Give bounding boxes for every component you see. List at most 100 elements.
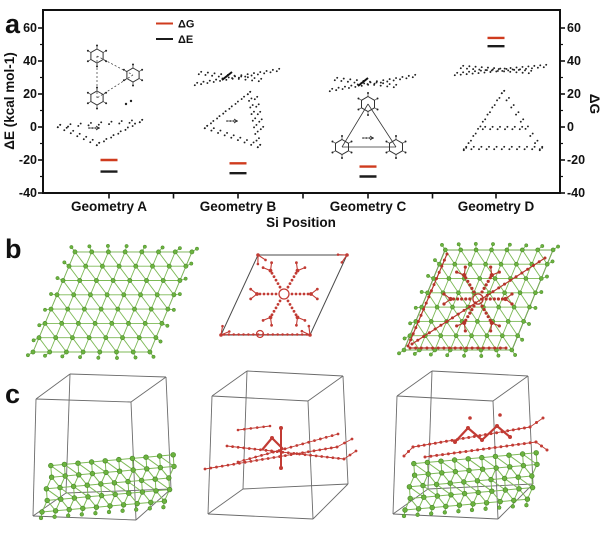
molecule-atom bbox=[488, 145, 490, 148]
lattice-bond bbox=[517, 321, 525, 336]
molecule-atom bbox=[524, 127, 527, 130]
fringe-atom bbox=[507, 242, 512, 247]
lattice-bond bbox=[118, 251, 126, 267]
molecule-atom bbox=[369, 80, 371, 83]
slab-atom bbox=[429, 504, 435, 511]
h-atom bbox=[96, 65, 98, 68]
molecule-atom bbox=[366, 83, 369, 86]
bead bbox=[270, 313, 274, 317]
slab-atom bbox=[425, 471, 431, 477]
lattice-bond bbox=[492, 306, 500, 322]
x-axis-labels: Geometry A Geometry B Geometry C Geometr… bbox=[71, 199, 535, 230]
molecule-atom bbox=[470, 139, 472, 142]
lattice-bond bbox=[534, 278, 542, 293]
branch bbox=[249, 427, 253, 430]
slab-atom bbox=[465, 456, 471, 462]
molecule-atom bbox=[513, 68, 516, 71]
bead bbox=[484, 311, 488, 315]
lattice-atom bbox=[142, 320, 148, 326]
red-star-motif bbox=[249, 261, 319, 327]
bead bbox=[489, 329, 493, 333]
bead bbox=[290, 292, 294, 296]
bead bbox=[470, 286, 474, 290]
bead bbox=[288, 302, 292, 306]
molecule-atom bbox=[536, 66, 539, 69]
lattice-atom bbox=[82, 306, 87, 312]
lattice-bond bbox=[62, 280, 75, 296]
legend-delta-e-label: ΔE bbox=[178, 34, 193, 46]
chain bbox=[209, 466, 213, 470]
edge-chain bbox=[276, 333, 280, 336]
edge-chain bbox=[504, 346, 508, 350]
lattice-bond bbox=[49, 337, 57, 353]
molecule-atom bbox=[503, 70, 506, 73]
diagonal-chain bbox=[531, 263, 535, 267]
chain bbox=[423, 455, 427, 459]
lattice-bond bbox=[79, 280, 91, 296]
lattice-atom bbox=[452, 261, 458, 267]
chain bbox=[516, 442, 520, 446]
lattice-bond bbox=[513, 306, 524, 322]
legend-delta-g-label: ΔG bbox=[178, 19, 194, 31]
y-axis-left-title: ΔE (kcal mol-1) bbox=[2, 52, 17, 149]
molecule-atom bbox=[531, 132, 534, 135]
box-edge bbox=[392, 395, 398, 515]
lattice-bond bbox=[438, 249, 446, 265]
edge-chain bbox=[232, 333, 236, 336]
molecule-atom bbox=[56, 126, 59, 129]
edge-chain bbox=[442, 346, 446, 350]
fringe-atom bbox=[78, 355, 83, 360]
molecule-atom bbox=[522, 118, 525, 121]
fringe-atom bbox=[55, 276, 60, 281]
molecule-atom bbox=[521, 71, 524, 74]
diagonal-chain bbox=[439, 323, 443, 327]
chain bbox=[517, 427, 521, 431]
y-axis-left-labels: 60 40 20 0 -20 -40 bbox=[19, 21, 37, 200]
lattice-bond bbox=[55, 337, 67, 353]
chain bbox=[242, 446, 246, 450]
chain bbox=[236, 460, 240, 464]
slab-atom bbox=[456, 502, 463, 508]
lattice-bond bbox=[44, 308, 52, 324]
slab-atom bbox=[62, 473, 68, 479]
lattice-bond bbox=[135, 251, 143, 267]
chain bbox=[505, 444, 509, 448]
lattice-atom bbox=[438, 333, 444, 339]
slab-atom bbox=[415, 506, 422, 512]
branch-bond bbox=[308, 326, 311, 336]
fringe-atom bbox=[412, 351, 417, 356]
slab-atom bbox=[148, 499, 154, 506]
lattice-bond bbox=[155, 323, 163, 338]
molecule-atom bbox=[533, 64, 536, 67]
chain bbox=[320, 455, 324, 458]
slab-bond bbox=[46, 488, 62, 500]
lattice-atom bbox=[115, 306, 121, 312]
molecule-atom bbox=[500, 92, 503, 95]
edge-chain bbox=[286, 333, 289, 336]
lattice-atom bbox=[116, 263, 122, 269]
diagonal-chain bbox=[468, 305, 472, 309]
lattice-bond bbox=[134, 308, 146, 324]
fringe-atom bbox=[93, 511, 98, 516]
molecule-atom bbox=[215, 78, 218, 81]
molecule-atom bbox=[197, 73, 200, 76]
lattice-bond bbox=[150, 308, 163, 324]
molecule-atom bbox=[134, 122, 136, 125]
molecule-atom bbox=[407, 74, 410, 77]
molecule-atom bbox=[348, 87, 350, 89]
molecule-atom bbox=[212, 127, 215, 130]
branch bbox=[541, 416, 545, 420]
slab-bond bbox=[522, 453, 538, 465]
lattice-bond bbox=[525, 278, 536, 294]
lattice-bond bbox=[56, 294, 69, 310]
lattice-bond bbox=[444, 249, 456, 265]
y-tick-label: -40 bbox=[19, 186, 37, 200]
slab-atom bbox=[479, 466, 486, 472]
lattice-bond bbox=[62, 266, 70, 281]
ring-connector bbox=[341, 103, 369, 148]
molecule-atom bbox=[386, 80, 389, 83]
molecule-atom bbox=[202, 80, 205, 83]
slab-bond bbox=[50, 465, 66, 477]
molecule-atom bbox=[493, 104, 496, 107]
lattice-bond bbox=[469, 263, 481, 279]
